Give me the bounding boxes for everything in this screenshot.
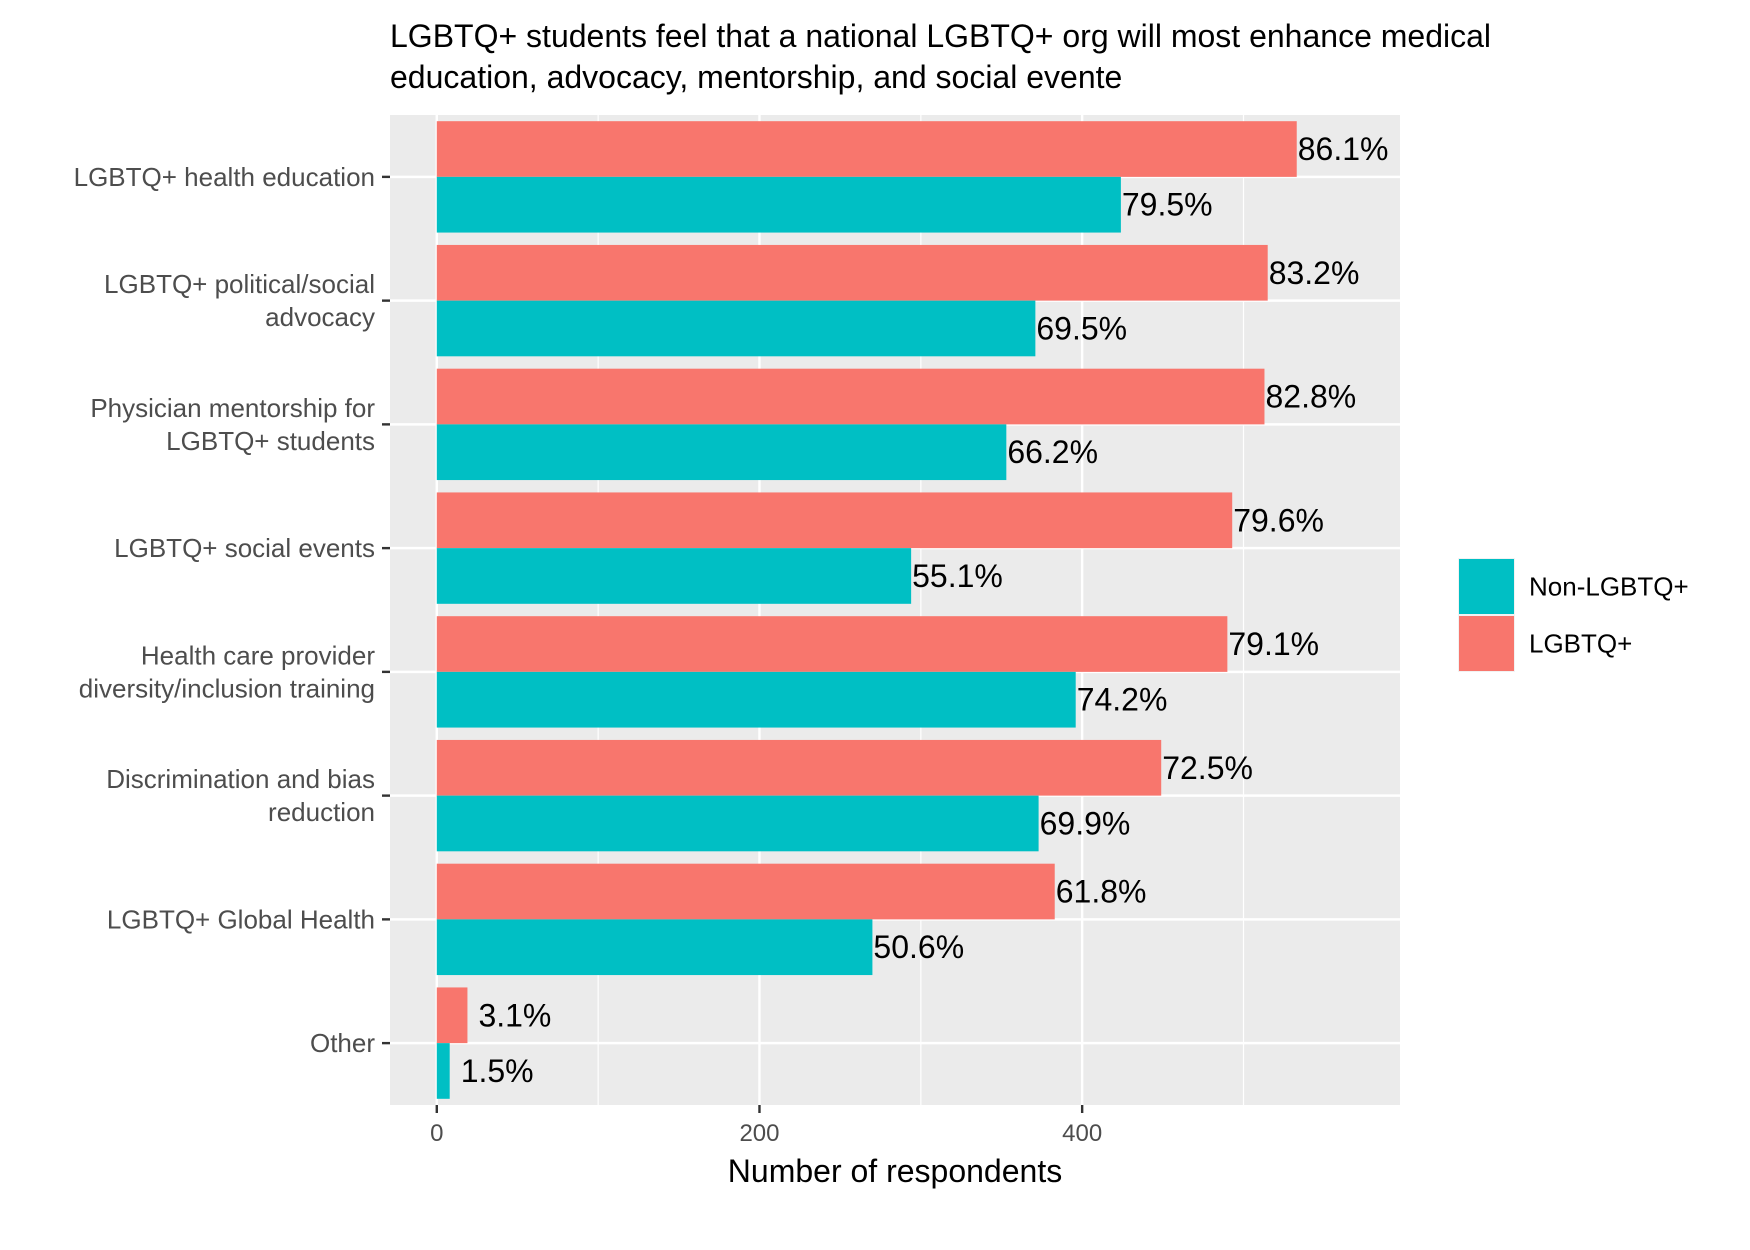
bar-non-lgbtq-2: [436, 424, 1007, 481]
chart-title-line-2: education, advocacy, mentorship, and soc…: [390, 59, 1122, 95]
legend-swatch-lgbtq: [1459, 616, 1514, 671]
x-tick-label: 200: [739, 1120, 779, 1147]
chart-title: LGBTQ+ students feel that a national LGB…: [390, 18, 1491, 95]
data-label-non-lgbtq-0: 79.5%: [1122, 187, 1213, 223]
data-label-lgbtq-1: 83.2%: [1269, 255, 1360, 291]
bar-non-lgbtq-6: [436, 919, 873, 976]
data-label-lgbtq-2: 82.8%: [1265, 379, 1356, 415]
data-labels: 86.1% 83.2% 82.8% 79.6% 79.1% 72.5% 61.8% 3.1% 7…: [461, 131, 1389, 1089]
category-label: LGBTQ+ Global Health: [107, 904, 375, 934]
data-label-lgbtq-6: 61.8%: [1056, 874, 1147, 910]
data-label-non-lgbtq-3: 55.1%: [912, 558, 1003, 594]
category-label: LGBTQ+ students: [166, 426, 375, 456]
y-axis: LGBTQ+ health education LGBTQ+ political/…: [74, 162, 390, 1058]
bar-non-lgbtq-0: [436, 176, 1121, 233]
data-label-non-lgbtq-1: 69.5%: [1036, 310, 1127, 346]
category-label: Discrimination and bias: [106, 764, 375, 794]
x-axis-title: Number of respondents: [728, 1153, 1062, 1189]
category-label: LGBTQ+ social events: [114, 533, 375, 563]
legend: Non-LGBTQ+ LGBTQ+: [1458, 558, 1689, 672]
legend-swatch-non-lgbtq: [1459, 559, 1514, 614]
data-label-non-lgbtq-7: 1.5%: [461, 1053, 534, 1089]
data-label-lgbtq-4: 79.1%: [1228, 626, 1319, 662]
bar-non-lgbtq-1: [436, 300, 1036, 357]
category-label: diversity/inclusion training: [79, 673, 375, 703]
category-label: Health care provider: [141, 640, 375, 670]
data-label-lgbtq-5: 72.5%: [1162, 750, 1253, 786]
bar-non-lgbtq-5: [436, 795, 1039, 852]
x-tick-label: 400: [1062, 1120, 1102, 1147]
data-label-non-lgbtq-4: 74.2%: [1077, 682, 1168, 718]
bar-non-lgbtq-3: [436, 548, 912, 604]
data-label-non-lgbtq-2: 66.2%: [1007, 434, 1098, 470]
legend-label: Non-LGBTQ+: [1529, 572, 1689, 602]
category-label: advocacy: [265, 302, 375, 332]
bar-lgbtq-5: [436, 739, 1162, 796]
bar-lgbtq-3: [436, 492, 1233, 549]
category-label: Physician mentorship for: [90, 393, 375, 423]
data-label-non-lgbtq-6: 50.6%: [873, 929, 964, 965]
bar-non-lgbtq-7: [436, 1043, 450, 1099]
bars: [436, 121, 1297, 1099]
category-label: LGBTQ+ political/social: [104, 269, 375, 299]
category-label: LGBTQ+ health education: [74, 162, 375, 192]
data-label-lgbtq-3: 79.6%: [1233, 502, 1324, 538]
bar-non-lgbtq-4: [436, 671, 1076, 728]
chart-title-line-1: LGBTQ+ students feel that a national LGB…: [390, 18, 1491, 54]
bar-lgbtq-2: [436, 368, 1265, 425]
data-label-lgbtq-7: 3.1%: [478, 997, 551, 1033]
x-axis: 0 200 400: [430, 1105, 1102, 1147]
bar-lgbtq-4: [436, 616, 1228, 672]
bar-lgbtq-0: [436, 121, 1297, 177]
x-tick-label: 0: [430, 1120, 443, 1147]
bar-lgbtq-7: [436, 987, 468, 1044]
data-label-non-lgbtq-5: 69.9%: [1040, 805, 1131, 841]
bar-lgbtq-1: [436, 244, 1268, 301]
data-label-lgbtq-0: 86.1%: [1298, 131, 1389, 167]
bar-lgbtq-6: [436, 863, 1055, 920]
category-label: reduction: [268, 797, 375, 827]
legend-label: LGBTQ+: [1529, 629, 1632, 659]
category-label: Other: [310, 1028, 375, 1058]
